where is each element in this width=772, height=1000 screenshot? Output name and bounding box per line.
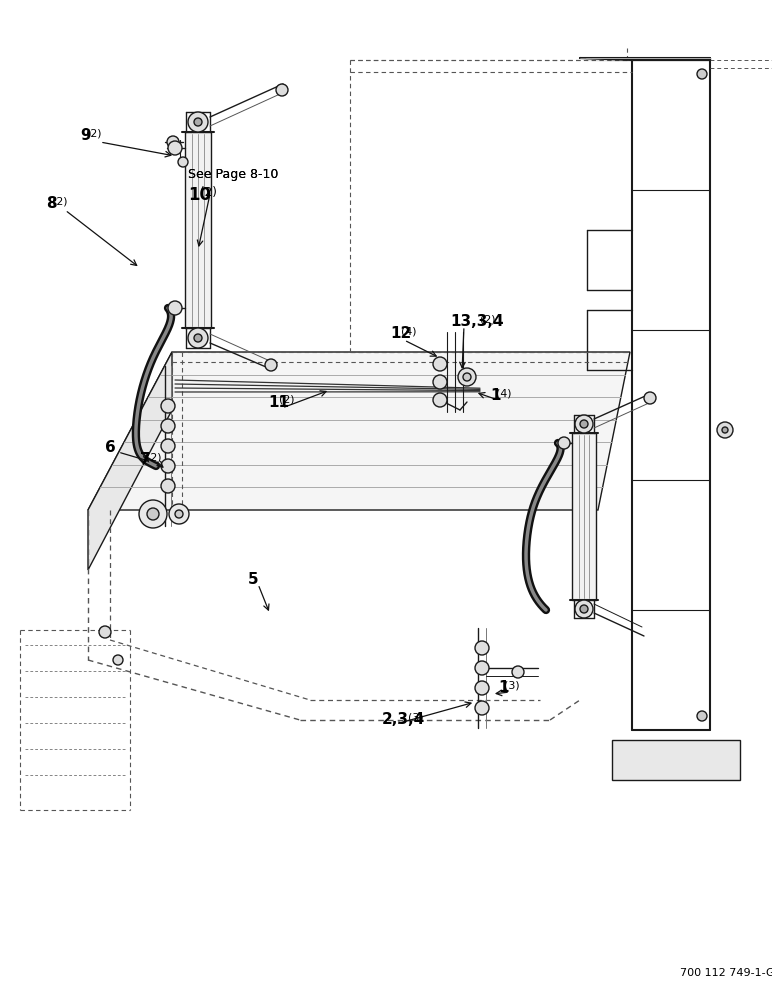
- Polygon shape: [88, 352, 630, 510]
- Circle shape: [697, 69, 707, 79]
- Circle shape: [188, 112, 208, 132]
- Polygon shape: [612, 740, 740, 780]
- Circle shape: [99, 626, 111, 638]
- Text: (2): (2): [480, 314, 496, 324]
- Text: 12: 12: [390, 326, 411, 341]
- Circle shape: [475, 661, 489, 675]
- Text: (2): (2): [146, 452, 161, 462]
- Text: (2): (2): [200, 186, 217, 199]
- Text: 8: 8: [46, 196, 56, 211]
- Text: 10: 10: [188, 186, 211, 204]
- Circle shape: [644, 392, 656, 404]
- Circle shape: [433, 375, 447, 389]
- Circle shape: [433, 357, 447, 371]
- Circle shape: [188, 328, 208, 348]
- Circle shape: [161, 439, 175, 453]
- Text: 13,3,4: 13,3,4: [450, 314, 503, 329]
- Text: (3): (3): [504, 680, 520, 690]
- Circle shape: [139, 500, 167, 528]
- Text: 11: 11: [268, 395, 289, 410]
- Circle shape: [697, 711, 707, 721]
- Text: 700 112 749-1-G: 700 112 749-1-G: [680, 968, 772, 978]
- Circle shape: [276, 84, 288, 96]
- Circle shape: [161, 479, 175, 493]
- Circle shape: [161, 419, 175, 433]
- Circle shape: [722, 427, 728, 433]
- Text: See Page 8-10: See Page 8-10: [188, 168, 279, 181]
- Circle shape: [161, 399, 175, 413]
- Circle shape: [463, 373, 471, 381]
- Text: (2): (2): [86, 128, 101, 138]
- Text: 9: 9: [80, 128, 90, 143]
- Circle shape: [475, 681, 489, 695]
- Circle shape: [194, 118, 202, 126]
- Circle shape: [113, 655, 123, 665]
- Circle shape: [475, 641, 489, 655]
- Text: (3): (3): [408, 712, 423, 722]
- Text: (4): (4): [496, 388, 511, 398]
- Text: (2): (2): [52, 196, 67, 206]
- Circle shape: [168, 141, 182, 155]
- Circle shape: [580, 420, 588, 428]
- Polygon shape: [88, 352, 172, 570]
- Text: 1: 1: [490, 388, 500, 403]
- Circle shape: [194, 334, 202, 342]
- Circle shape: [580, 605, 588, 613]
- Text: See Page 8-10: See Page 8-10: [188, 168, 279, 181]
- Circle shape: [575, 415, 593, 433]
- Circle shape: [575, 600, 593, 618]
- Circle shape: [265, 359, 277, 371]
- Circle shape: [161, 459, 175, 473]
- Circle shape: [433, 393, 447, 407]
- Text: 5: 5: [248, 572, 259, 587]
- Bar: [185, 132, 211, 328]
- Circle shape: [458, 368, 476, 386]
- Bar: [572, 433, 596, 600]
- Text: 2,3,4: 2,3,4: [382, 712, 425, 727]
- Text: 7: 7: [140, 452, 151, 467]
- Circle shape: [512, 666, 524, 678]
- Circle shape: [475, 701, 489, 715]
- Text: 6: 6: [105, 440, 116, 455]
- Text: (2): (2): [279, 395, 294, 405]
- Circle shape: [175, 510, 183, 518]
- Text: 1: 1: [498, 680, 509, 695]
- Text: (4): (4): [401, 326, 416, 336]
- Circle shape: [558, 437, 570, 449]
- Circle shape: [147, 508, 159, 520]
- Circle shape: [168, 301, 182, 315]
- Circle shape: [167, 136, 179, 148]
- Circle shape: [169, 504, 189, 524]
- Circle shape: [178, 157, 188, 167]
- Circle shape: [717, 422, 733, 438]
